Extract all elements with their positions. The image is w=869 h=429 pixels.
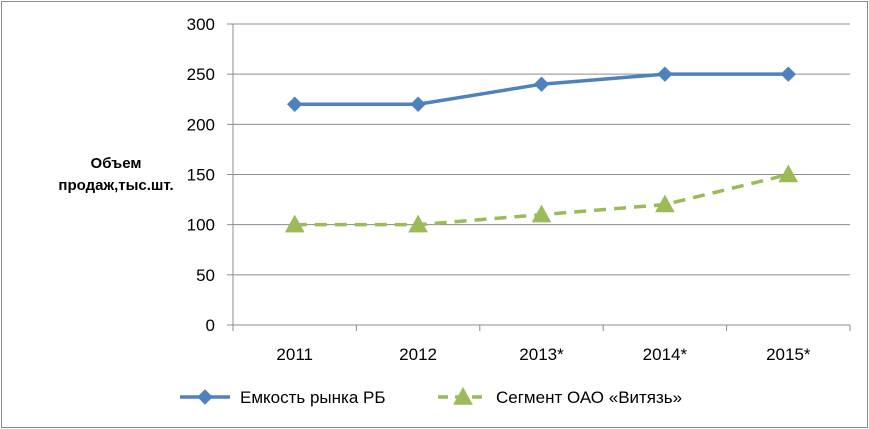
x-tick-label: 2015* (766, 345, 811, 364)
y-tick-label: 150 (187, 166, 215, 185)
y-tick-label: 50 (196, 266, 215, 285)
y-tick-label: 300 (187, 15, 215, 34)
y-tick-labels: 0 50 100 150 200 250 300 (187, 15, 215, 335)
x-tick-label: 2014* (643, 345, 688, 364)
x-tick-label: 2012 (399, 345, 437, 364)
y-tick-label: 0 (206, 316, 215, 335)
data-point-1-1 (408, 214, 428, 233)
data-point-0-4 (780, 66, 797, 82)
y-axis-label-line-1: Объем (91, 155, 142, 172)
x-tick-label: 2013* (519, 345, 564, 364)
legend-item-1: Сегмент ОАО «Витязь» (438, 386, 682, 407)
legend-item-0: Емкость рынка РБ (180, 388, 386, 407)
grid-lines (227, 23, 851, 331)
x-tick-label: 2011 (276, 345, 313, 364)
data-point-0-1 (410, 96, 426, 112)
legend: Емкость рынка РБ Сегмент ОАО «Витязь» (180, 386, 682, 407)
legend-marker-0 (197, 389, 213, 405)
series-layer (284, 66, 799, 233)
x-tick-labels: 2011 2012 2013* 2014* 2015* (276, 345, 810, 364)
legend-label-1: Сегмент ОАО «Витязь» (496, 388, 682, 407)
y-tick-label: 200 (187, 115, 215, 134)
legend-label-0: Емкость рынка РБ (240, 388, 386, 407)
series-0 (286, 66, 797, 112)
y-axis-label-line-2: продаж,тыс.шт. (58, 177, 173, 194)
data-point-1-4 (778, 164, 799, 183)
legend-marker-1 (453, 386, 473, 405)
data-point-1-3 (655, 194, 675, 213)
y-tick-label: 100 (187, 216, 215, 235)
data-point-1-0 (284, 214, 305, 233)
series-1 (284, 164, 799, 233)
data-point-1-2 (531, 204, 552, 223)
data-point-0-0 (286, 96, 303, 112)
data-point-0-2 (533, 76, 550, 92)
data-point-0-3 (657, 66, 673, 82)
y-tick-label: 250 (187, 65, 215, 84)
